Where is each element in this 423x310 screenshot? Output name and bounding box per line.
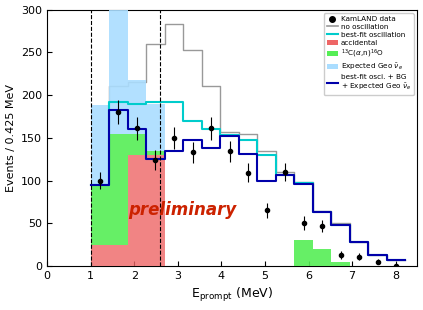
Legend: KamLAND data, no oscillation, best-fit oscillation, accidental, $^{13}$C($\alpha: KamLAND data, no oscillation, best-fit o… [324,13,414,95]
Y-axis label: Events / 0.425 MeV: Events / 0.425 MeV [5,84,16,192]
X-axis label: E$_{\mathrm{prompt}}$ (MeV): E$_{\mathrm{prompt}}$ (MeV) [191,286,273,304]
Text: preliminary: preliminary [128,201,236,219]
